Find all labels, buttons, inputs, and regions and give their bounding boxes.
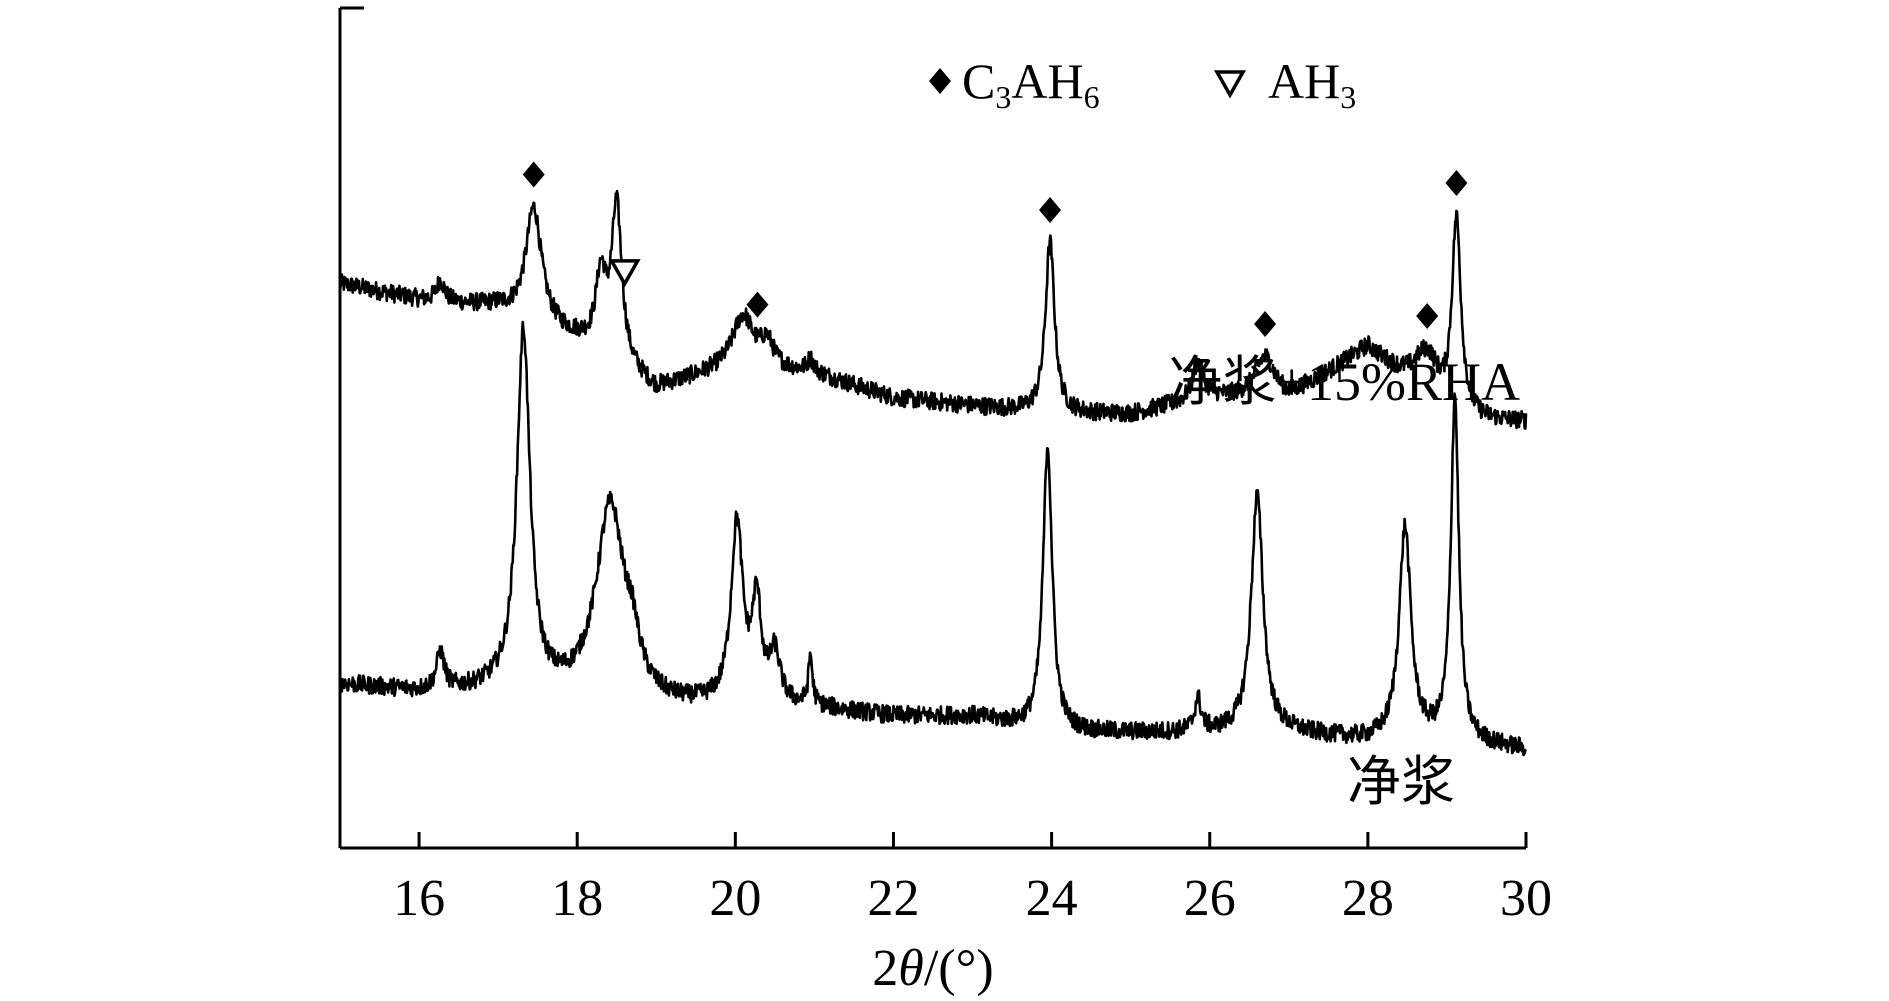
ah3-marker <box>608 259 641 288</box>
series-label-1: 净浆 <box>1347 752 1455 812</box>
x-tick-label: 24 <box>1026 870 1078 927</box>
x-tick-label: 22 <box>867 870 919 927</box>
x-tick-label: 26 <box>1184 870 1236 927</box>
c3ah6-marker <box>1445 169 1468 196</box>
legend-label-ah3: AH3 <box>1268 53 1356 115</box>
c3ah6-marker <box>1416 303 1439 330</box>
legend-label-c3ah6: C3AH6 <box>962 53 1100 115</box>
x-axis-title-theta: θ <box>898 940 924 996</box>
x-tick-label: 16 <box>393 870 445 927</box>
x-tick-label: 30 <box>1500 870 1552 927</box>
x-axis-title-part-1: 2 <box>872 940 898 996</box>
legend-diamond-icon <box>929 68 951 94</box>
x-tick-label: 18 <box>551 870 603 927</box>
legend: C3AH6 AH3 <box>929 53 1356 115</box>
x-tick-label: 20 <box>709 870 761 927</box>
x-axis-title: 2θ/(°) <box>872 940 993 996</box>
c3ah6-marker <box>522 161 545 188</box>
peak-markers <box>522 161 1468 338</box>
axes-layer <box>338 6 1526 850</box>
series-line-0 <box>338 189 1528 430</box>
series-labels: 净浆+15%RHA 净浆 <box>1169 352 1520 812</box>
c3ah6-marker <box>746 291 769 318</box>
x-axis-title-part-3: /(°) <box>924 940 994 996</box>
series-label-0: 净浆+15%RHA <box>1169 352 1520 412</box>
x-tick-label: 28 <box>1342 870 1394 927</box>
series-line-1 <box>338 320 1527 757</box>
legend-triangle-icon <box>1214 70 1246 99</box>
c3ah6-marker <box>1254 311 1277 338</box>
c3ah6-marker <box>1039 197 1062 224</box>
x-ticks: 16 18 20 22 24 26 28 30 <box>393 832 1552 927</box>
series-layer <box>338 189 1528 757</box>
